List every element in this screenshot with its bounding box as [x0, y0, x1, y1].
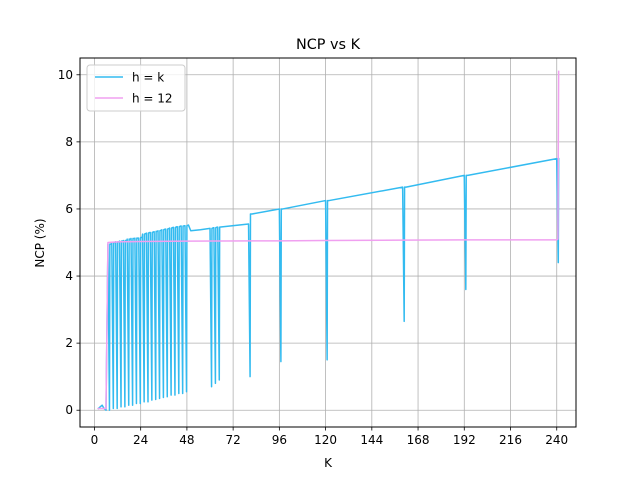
x-tick-label: 192 — [453, 433, 476, 447]
x-tick-label: 120 — [314, 433, 337, 447]
y-axis-label: NCP (%) — [33, 218, 47, 267]
legend-label-2: h = 12 — [132, 92, 173, 106]
x-tick-label: 240 — [545, 433, 568, 447]
series-line-1 — [97, 157, 560, 411]
y-tick-label: 10 — [58, 68, 73, 82]
y-tick-label: 4 — [65, 269, 73, 283]
x-tick-label: 24 — [133, 433, 148, 447]
x-tick-label: 144 — [360, 433, 383, 447]
y-tick-label: 2 — [65, 336, 73, 350]
chart-title: NCP vs K — [296, 37, 361, 53]
y-tick-label: 8 — [65, 135, 73, 149]
legend: h = k h = 12 — [86, 64, 186, 112]
x-axis-label: K — [324, 456, 333, 470]
series-layer — [97, 70, 560, 411]
series-line-2 — [97, 70, 560, 410]
y-tick-label: 0 — [65, 403, 73, 417]
y-tick-label: 6 — [65, 202, 73, 216]
x-tick-label: 0 — [91, 433, 99, 447]
legend-label-1: h = k — [132, 71, 164, 85]
x-tick-label: 72 — [225, 433, 240, 447]
x-tick-label: 216 — [499, 433, 522, 447]
x-tick-label: 168 — [407, 433, 430, 447]
plot-area — [79, 57, 577, 428]
x-tick-label: 48 — [179, 433, 194, 447]
x-tick-label: 96 — [272, 433, 287, 447]
